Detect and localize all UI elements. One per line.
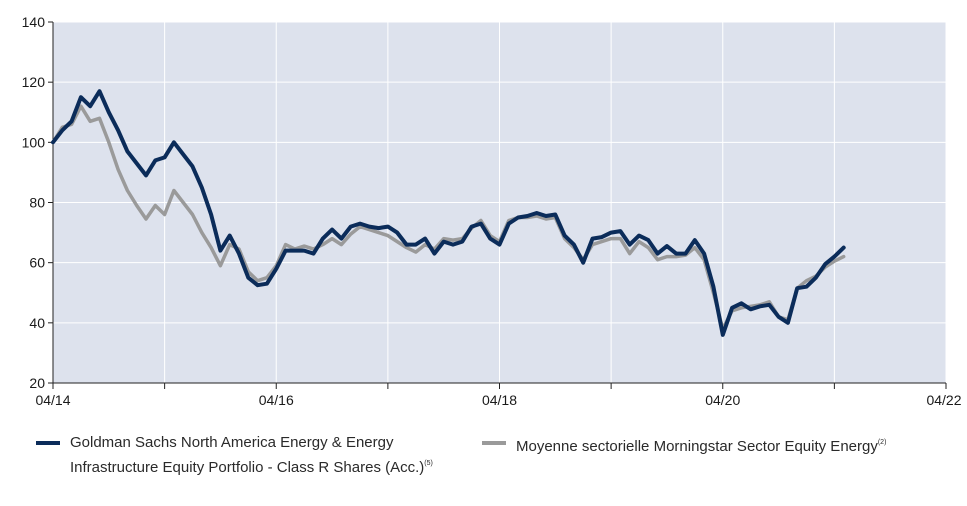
legend-note-series-1: (5) (424, 460, 433, 467)
legend-swatch-series-1 (36, 441, 60, 445)
x-tick-label: 04/22 (926, 392, 961, 408)
grid-lines (53, 21, 947, 383)
y-tick-label: 100 (22, 134, 46, 150)
series-group (51, 89, 846, 337)
y-tick-label: 20 (29, 375, 45, 391)
legend-swatch-series-2 (482, 441, 506, 445)
y-tick-label: 140 (22, 14, 46, 30)
legend-note-series-2: (2) (877, 439, 887, 446)
y-tick-label: 60 (29, 255, 45, 271)
y-tick-label: 40 (29, 315, 45, 331)
axes (48, 21, 947, 389)
y-tick-label: 120 (22, 74, 46, 90)
x-tick-label: 04/14 (35, 392, 70, 408)
x-tick-label: 04/20 (705, 392, 740, 408)
series-line-fund (51, 89, 846, 337)
tick-labels: 20 40 60 80 100 120 140 04/14 04/16 04/18 04/20 04/… (22, 14, 962, 408)
legend-label-series-2: Moyenne sectorielle Morningstar Sector E… (516, 438, 887, 455)
y-tick-label: 80 (29, 195, 45, 211)
x-tick-label: 04/18 (482, 392, 517, 408)
x-tick-label: 04/16 (259, 392, 294, 408)
legend-label-series-1: Goldman Sachs North America Energy & Ene… (70, 434, 433, 476)
